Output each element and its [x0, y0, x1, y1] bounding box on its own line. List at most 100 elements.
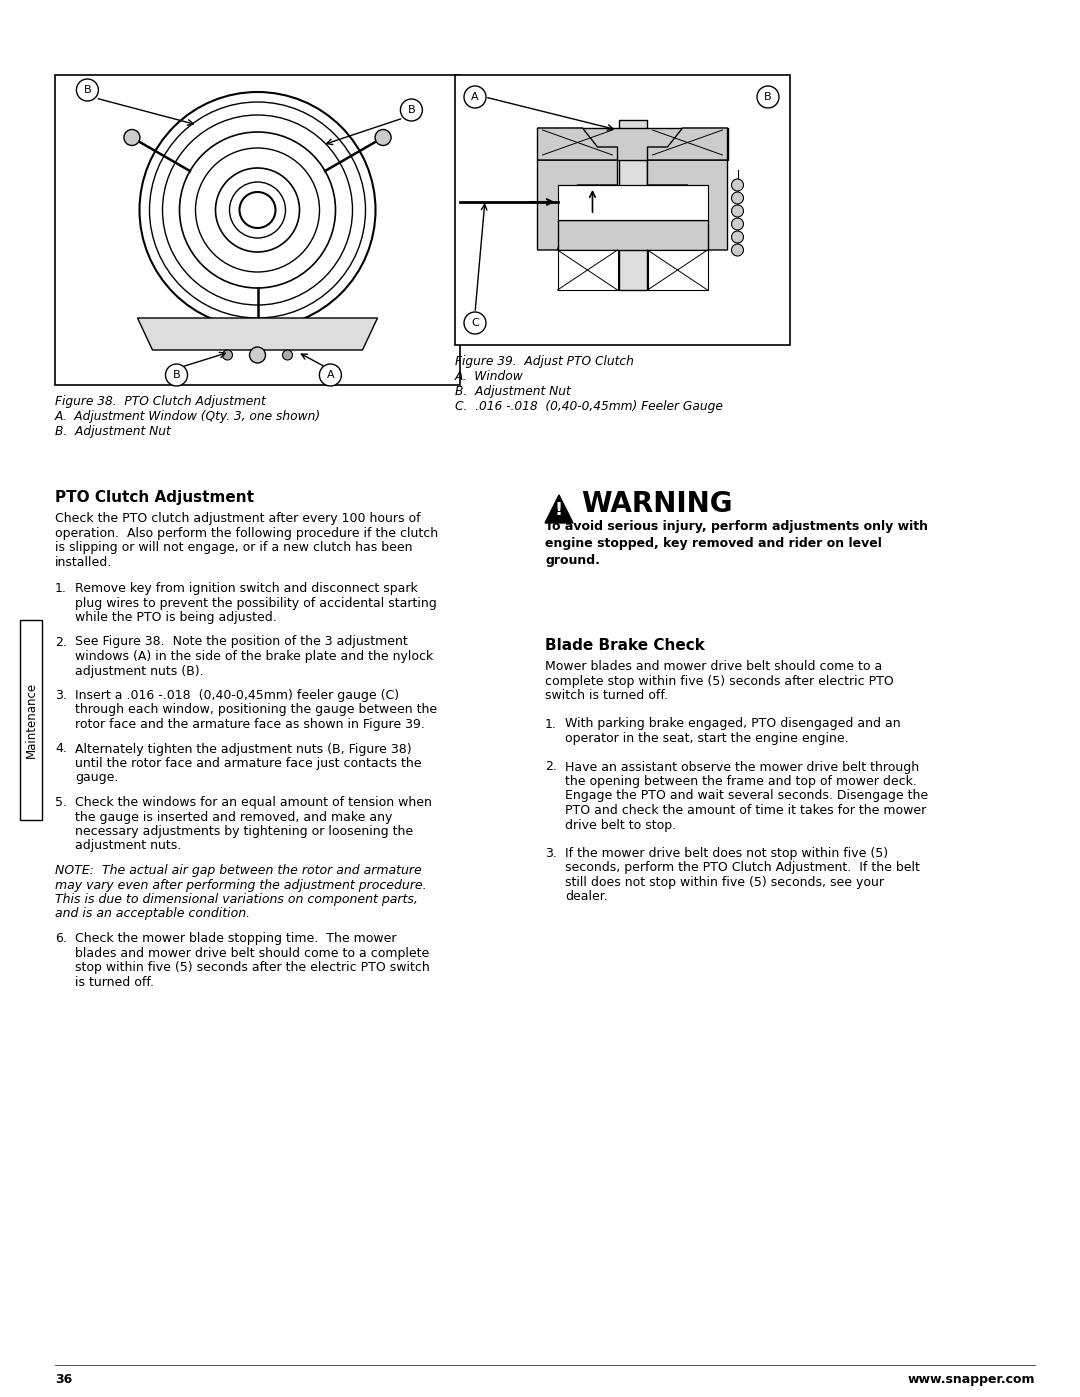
Text: while the PTO is being adjusted.: while the PTO is being adjusted. — [75, 610, 276, 624]
Text: 4.: 4. — [55, 742, 67, 756]
Text: 1.: 1. — [55, 583, 67, 595]
Text: plug wires to prevent the possibility of accidental starting: plug wires to prevent the possibility of… — [75, 597, 436, 609]
Circle shape — [731, 231, 743, 243]
Text: B: B — [83, 85, 91, 95]
Circle shape — [757, 87, 779, 108]
Text: B.  Adjustment Nut: B. Adjustment Nut — [55, 425, 171, 439]
Text: operator in the seat, start the engine engine.: operator in the seat, start the engine e… — [565, 732, 849, 745]
Circle shape — [731, 205, 743, 217]
Text: A: A — [326, 370, 334, 380]
Text: seconds, perform the PTO Clutch Adjustment.  If the belt: seconds, perform the PTO Clutch Adjustme… — [565, 862, 920, 875]
Circle shape — [320, 365, 341, 386]
Text: Mower blades and mower drive belt should come to a: Mower blades and mower drive belt should… — [545, 659, 882, 673]
Text: B: B — [765, 92, 772, 102]
Text: www.snapper.com: www.snapper.com — [907, 1373, 1035, 1386]
Text: WARNING: WARNING — [581, 490, 732, 518]
Text: PTO Clutch Adjustment: PTO Clutch Adjustment — [55, 490, 254, 504]
Text: NOTE:  The actual air gap between the rotor and armature: NOTE: The actual air gap between the rot… — [55, 863, 422, 877]
Circle shape — [731, 179, 743, 191]
Text: Alternately tighten the adjustment nuts (B, Figure 38): Alternately tighten the adjustment nuts … — [75, 742, 411, 756]
Text: is turned off.: is turned off. — [75, 975, 154, 989]
Text: A.  Window: A. Window — [455, 370, 524, 383]
Text: A: A — [471, 92, 478, 102]
Text: blades and mower drive belt should come to a complete: blades and mower drive belt should come … — [75, 947, 429, 960]
Bar — [619, 120, 647, 291]
Text: 2.: 2. — [545, 760, 557, 774]
Text: Insert a .016 -.018  (0,40-0,45mm) feeler gauge (C): Insert a .016 -.018 (0,40-0,45mm) feeler… — [75, 689, 400, 703]
Text: A.  Adjustment Window (Qty. 3, one shown): A. Adjustment Window (Qty. 3, one shown) — [55, 409, 321, 423]
Text: engine stopped, key removed and rider on level: engine stopped, key removed and rider on… — [545, 536, 882, 550]
Text: operation.  Also perform the following procedure if the clutch: operation. Also perform the following pr… — [55, 527, 438, 539]
Text: adjustment nuts.: adjustment nuts. — [75, 840, 181, 852]
Bar — [21, 620, 42, 820]
Bar — [557, 184, 707, 219]
Text: B.  Adjustment Nut: B. Adjustment Nut — [455, 386, 570, 398]
Bar — [557, 250, 618, 291]
Text: dealer.: dealer. — [565, 890, 608, 904]
Text: 36: 36 — [55, 1373, 72, 1386]
Text: installed.: installed. — [55, 556, 112, 569]
Polygon shape — [648, 161, 728, 250]
Text: the opening between the frame and top of mower deck.: the opening between the frame and top of… — [565, 775, 917, 788]
Text: To avoid serious injury, perform adjustments only with: To avoid serious injury, perform adjustm… — [545, 520, 928, 534]
Circle shape — [283, 351, 293, 360]
Text: Engage the PTO and wait several seconds. Disengage the: Engage the PTO and wait several seconds.… — [565, 789, 928, 802]
Text: Check the mower blade stopping time.  The mower: Check the mower blade stopping time. The… — [75, 932, 396, 944]
Text: 3.: 3. — [545, 847, 557, 861]
Text: may vary even after performing the adjustment procedure.: may vary even after performing the adjus… — [55, 879, 427, 891]
Text: If the mower drive belt does not stop within five (5): If the mower drive belt does not stop wi… — [565, 847, 888, 861]
Text: until the rotor face and armature face just contacts the: until the rotor face and armature face j… — [75, 757, 421, 770]
Circle shape — [731, 244, 743, 256]
Text: With parking brake engaged, PTO disengaged and an: With parking brake engaged, PTO disengag… — [565, 718, 901, 731]
Text: See Figure 38.  Note the position of the 3 adjustment: See Figure 38. Note the position of the … — [75, 636, 408, 648]
Circle shape — [464, 87, 486, 108]
Text: stop within five (5) seconds after the electric PTO switch: stop within five (5) seconds after the e… — [75, 961, 430, 974]
Circle shape — [401, 99, 422, 122]
Polygon shape — [137, 319, 378, 351]
Circle shape — [249, 346, 266, 363]
Text: Have an assistant observe the mower drive belt through: Have an assistant observe the mower driv… — [565, 760, 919, 774]
Text: B: B — [173, 370, 180, 380]
Circle shape — [222, 351, 232, 360]
Text: through each window, positioning the gauge between the: through each window, positioning the gau… — [75, 704, 437, 717]
Text: 3.: 3. — [55, 689, 67, 703]
Text: windows (A) in the side of the brake plate and the nylock: windows (A) in the side of the brake pla… — [75, 650, 433, 664]
Text: Figure 39.  Adjust PTO Clutch: Figure 39. Adjust PTO Clutch — [455, 355, 634, 367]
Polygon shape — [538, 129, 618, 161]
Polygon shape — [545, 495, 573, 522]
Text: PTO and check the amount of time it takes for the mower: PTO and check the amount of time it take… — [565, 805, 927, 817]
Text: switch is turned off.: switch is turned off. — [545, 689, 669, 703]
Text: This is due to dimensional variations on component parts,: This is due to dimensional variations on… — [55, 893, 418, 907]
Text: !: ! — [555, 502, 563, 520]
Text: still does not stop within five (5) seconds, see your: still does not stop within five (5) seco… — [565, 876, 885, 888]
Bar — [538, 129, 728, 161]
Text: drive belt to stop.: drive belt to stop. — [565, 819, 676, 831]
Text: C.  .016 -.018  (0,40-0,45mm) Feeler Gauge: C. .016 -.018 (0,40-0,45mm) Feeler Gauge — [455, 400, 723, 414]
Text: Blade Brake Check: Blade Brake Check — [545, 638, 705, 652]
Text: is slipping or will not engage, or if a new clutch has been: is slipping or will not engage, or if a … — [55, 541, 413, 555]
Text: B: B — [407, 105, 415, 115]
Polygon shape — [538, 161, 618, 250]
Text: 2.: 2. — [55, 636, 67, 648]
Circle shape — [240, 191, 275, 228]
Text: 1.: 1. — [545, 718, 557, 731]
Text: and is an acceptable condition.: and is an acceptable condition. — [55, 908, 251, 921]
Text: adjustment nuts (B).: adjustment nuts (B). — [75, 665, 204, 678]
Circle shape — [731, 218, 743, 231]
Bar — [648, 250, 707, 291]
Text: rotor face and the armature face as shown in Figure 39.: rotor face and the armature face as show… — [75, 718, 424, 731]
Bar — [55, 75, 460, 386]
Bar — [455, 75, 789, 345]
Text: C: C — [471, 319, 478, 328]
Text: Check the PTO clutch adjustment after every 100 hours of: Check the PTO clutch adjustment after ev… — [55, 511, 420, 525]
Polygon shape — [648, 129, 728, 161]
Circle shape — [464, 312, 486, 334]
Text: Remove key from ignition switch and disconnect spark: Remove key from ignition switch and disc… — [75, 583, 418, 595]
Bar — [557, 219, 707, 250]
Text: the gauge is inserted and removed, and make any: the gauge is inserted and removed, and m… — [75, 810, 392, 823]
Text: complete stop within five (5) seconds after electric PTO: complete stop within five (5) seconds af… — [545, 675, 894, 687]
Text: ground.: ground. — [545, 555, 599, 567]
Circle shape — [165, 365, 188, 386]
Text: necessary adjustments by tightening or loosening the: necessary adjustments by tightening or l… — [75, 826, 414, 838]
Text: Check the windows for an equal amount of tension when: Check the windows for an equal amount of… — [75, 796, 432, 809]
